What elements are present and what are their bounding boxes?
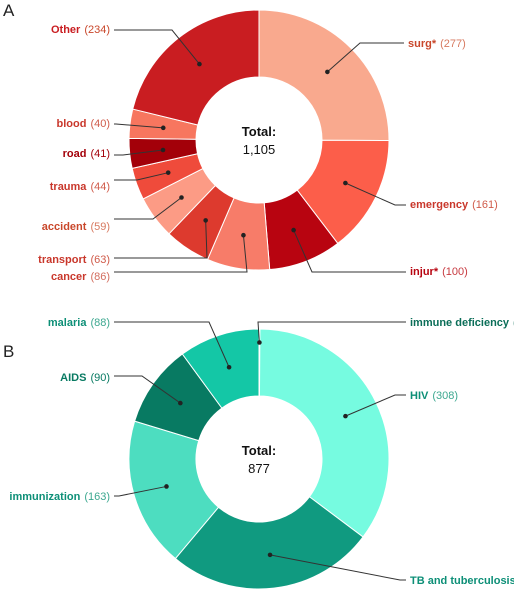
- slice-label: malaria (88): [48, 317, 110, 329]
- leader-dot: [178, 400, 183, 406]
- slice-label: injur* (100): [410, 266, 468, 278]
- slice-label: blood (40): [57, 118, 111, 130]
- leader-dot: [203, 218, 208, 223]
- leader-line: [114, 149, 164, 156]
- slice-label: HIV (308): [410, 390, 458, 402]
- slice-label: accident (59): [42, 221, 110, 233]
- leader-line: [114, 375, 181, 404]
- slice-label: emergency (161): [410, 199, 498, 211]
- leader-line: [114, 235, 248, 273]
- panel-label-a: A: [3, 1, 15, 20]
- slice-label: immune deficiency(1): [410, 317, 514, 329]
- slice-label: immunization (163): [9, 491, 110, 503]
- leader-dot: [343, 413, 348, 419]
- leader-line: [114, 197, 182, 220]
- leader-line: [327, 42, 404, 73]
- leader-line: [114, 29, 200, 65]
- leader-dot: [179, 195, 184, 200]
- leader-line: [293, 229, 406, 273]
- slice-label: cancer (86): [51, 271, 110, 283]
- leader-line: [257, 321, 406, 343]
- slice-other: [132, 9, 260, 126]
- leader-line: [345, 182, 406, 206]
- slice-label: road (41): [63, 148, 110, 160]
- panel-label-b: B: [3, 342, 14, 361]
- leader-dot: [325, 69, 330, 75]
- leader-line: [114, 321, 230, 368]
- slice-hiv: [258, 328, 390, 538]
- leader-line: [345, 394, 406, 417]
- slice-malaria: [181, 328, 260, 409]
- slice-label: TB and tuberculosis(227): [410, 575, 514, 587]
- slice-label: AIDS (90): [60, 372, 110, 384]
- leader-line: [269, 554, 406, 581]
- center-total-value: 1,105: [243, 142, 276, 157]
- center-total-label: Total:: [242, 124, 276, 139]
- donut-chart-a: surg* (277) emergency (161) injur* (100) cance…: [38, 9, 498, 283]
- slice-label: surg* (277): [408, 38, 466, 50]
- leader-dot: [257, 340, 262, 345]
- donut-chart-b: immune deficiency(1) HIV(308) TB and tuber…: [9, 317, 514, 590]
- center-total-value: 877: [248, 461, 270, 476]
- leader-dot: [197, 61, 202, 67]
- leader-line: [114, 220, 208, 259]
- slice-label: trauma (44): [50, 181, 110, 193]
- slice-tb-and-tuberculosis: [174, 496, 364, 590]
- leader-line: [114, 172, 169, 181]
- leader-line: [114, 123, 164, 129]
- leader-dot: [226, 364, 232, 370]
- center-total-label: Total:: [242, 443, 276, 458]
- slice-label: Other (234): [51, 24, 110, 36]
- leader-dot: [291, 227, 296, 233]
- leader-dot: [160, 125, 166, 131]
- leader-dot: [343, 180, 348, 186]
- leader-dot: [160, 147, 166, 153]
- leader-line: [114, 485, 167, 497]
- leader-dot: [241, 232, 246, 238]
- slice-label: transport (63): [38, 254, 110, 266]
- leader-dot: [267, 552, 273, 558]
- leader-dot: [165, 170, 171, 175]
- slice-surg-: [258, 9, 390, 142]
- leader-dot: [164, 484, 169, 489]
